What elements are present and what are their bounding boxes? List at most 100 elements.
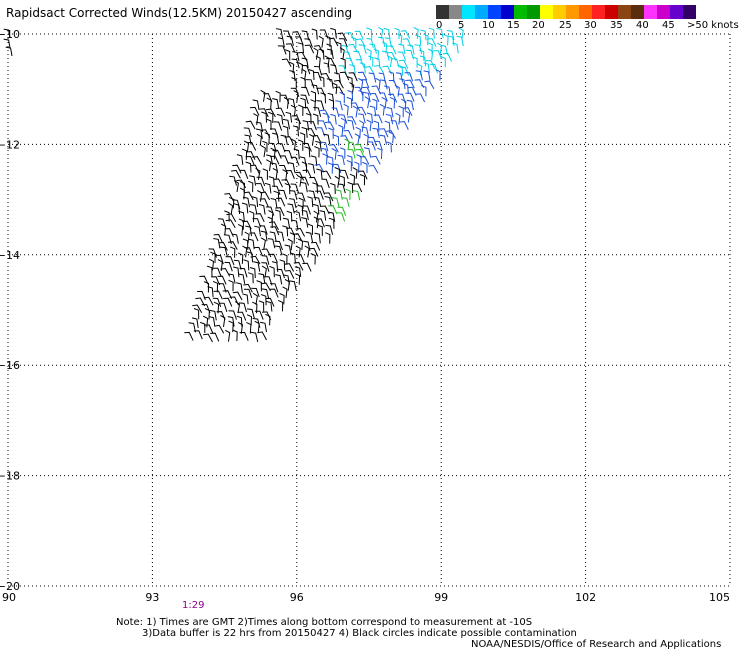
- wind-barb: [323, 133, 331, 145]
- wind-barb: [318, 48, 325, 60]
- wind-barb: [282, 253, 288, 265]
- wind-barb: [388, 131, 394, 144]
- wind-barb: [405, 49, 414, 60]
- wind-barb: [284, 150, 293, 160]
- wind-barb: [317, 224, 323, 236]
- wind-barb: [379, 103, 385, 116]
- wind-barb: [245, 155, 255, 165]
- scale-label: >50 knots: [687, 20, 739, 31]
- wind-barb: [289, 198, 297, 209]
- wind-barb: [293, 148, 300, 160]
- wind-barb: [374, 140, 383, 151]
- wind-barb: [326, 43, 332, 55]
- wind-barb: [218, 241, 228, 251]
- wind-barb: [404, 72, 414, 82]
- wind-barb: [316, 185, 325, 195]
- wind-barb: [264, 276, 273, 286]
- wind-barb: [228, 279, 234, 292]
- wind-barb: [275, 207, 285, 217]
- wind-barb: [3, 38, 11, 49]
- wind-barb: [344, 138, 350, 151]
- wind-barb: [267, 216, 273, 229]
- wind-barb: [260, 89, 266, 102]
- wind-barb: [348, 43, 358, 53]
- wind-barb: [419, 55, 427, 67]
- wind-barb: [188, 322, 196, 333]
- wind-barb: [257, 190, 263, 202]
- wind-barb: [246, 308, 255, 319]
- wind-barb: [294, 266, 302, 277]
- wind-barb: [330, 64, 338, 75]
- wind-barb: [254, 320, 260, 333]
- wind-barb: [347, 148, 356, 159]
- wind-barb: [249, 232, 259, 242]
- wind-barb: [217, 218, 227, 228]
- wind-barb: [308, 163, 316, 174]
- wind-barb: [338, 124, 344, 137]
- wind-barb: [236, 154, 244, 165]
- wind-barb: [377, 36, 386, 47]
- wind-barb: [259, 108, 269, 118]
- wind-barb: [300, 76, 306, 89]
- wind-barb: [301, 68, 307, 81]
- wind-barb: [255, 167, 261, 180]
- wind-barb: [371, 85, 382, 95]
- wind-barb: [259, 225, 268, 235]
- wind-barb: [326, 78, 334, 89]
- wind-barb: [405, 110, 411, 123]
- wind-barb: [184, 331, 194, 341]
- wind-barb: [310, 241, 321, 251]
- longitude-tick-label: 105: [709, 591, 730, 604]
- wind-barb: [321, 170, 332, 180]
- wind-barb: [299, 156, 307, 167]
- wind-barb: [269, 288, 279, 298]
- wind-barb: [243, 140, 250, 153]
- wind-barb: [334, 86, 345, 96]
- wind-barb: [246, 151, 256, 160]
- wind-barb: [285, 169, 295, 179]
- wind-barb: [239, 267, 248, 278]
- wind-barb: [289, 232, 296, 244]
- wind-barb: [291, 58, 300, 69]
- wind-barb: [356, 106, 367, 116]
- wind-barb: [242, 245, 248, 258]
- wind-barb: [381, 50, 390, 61]
- wind-barb: [270, 198, 278, 209]
- wind-barb: [313, 71, 322, 82]
- latitude-tick-label: −16: [0, 359, 20, 372]
- wind-barb: [209, 309, 217, 321]
- wind-barb: [279, 293, 285, 305]
- wind-barb: [423, 62, 430, 74]
- wind-barb: [262, 140, 268, 153]
- wind-barb: [320, 92, 326, 104]
- wind-barb: [212, 280, 219, 293]
- wind-barb: [298, 104, 304, 116]
- wind-barb: [301, 65, 311, 75]
- wind-barb: [256, 176, 266, 187]
- wind-barb: [368, 72, 377, 83]
- wind-barb: [252, 292, 258, 305]
- wind-barb: [436, 28, 444, 39]
- wind-barb: [366, 48, 372, 61]
- wind-barb: [395, 112, 401, 125]
- wind-barb: [246, 251, 254, 263]
- wind-barb: [355, 126, 361, 139]
- wind-barb: [202, 315, 209, 328]
- wind-speed-color-scale: [436, 5, 696, 19]
- wind-barb: [339, 47, 345, 60]
- wind-barb: [288, 61, 295, 74]
- wind-barb: [248, 238, 255, 250]
- wind-barb: [363, 147, 372, 158]
- credit-line: NOAA/NESDIS/Office of Research and Appli…: [471, 639, 722, 650]
- wind-barb: [266, 118, 272, 130]
- wind-barb: [203, 333, 213, 343]
- wind-barb: [384, 85, 391, 97]
- color-swatch: [462, 5, 475, 19]
- scale-label: 10: [482, 20, 495, 31]
- wind-barb: [260, 145, 266, 158]
- wind-barb: [382, 41, 388, 54]
- wind-barb: [260, 230, 268, 242]
- wind-barb: [383, 27, 391, 39]
- wind-barb: [314, 232, 321, 244]
- wind-barb: [297, 42, 304, 54]
